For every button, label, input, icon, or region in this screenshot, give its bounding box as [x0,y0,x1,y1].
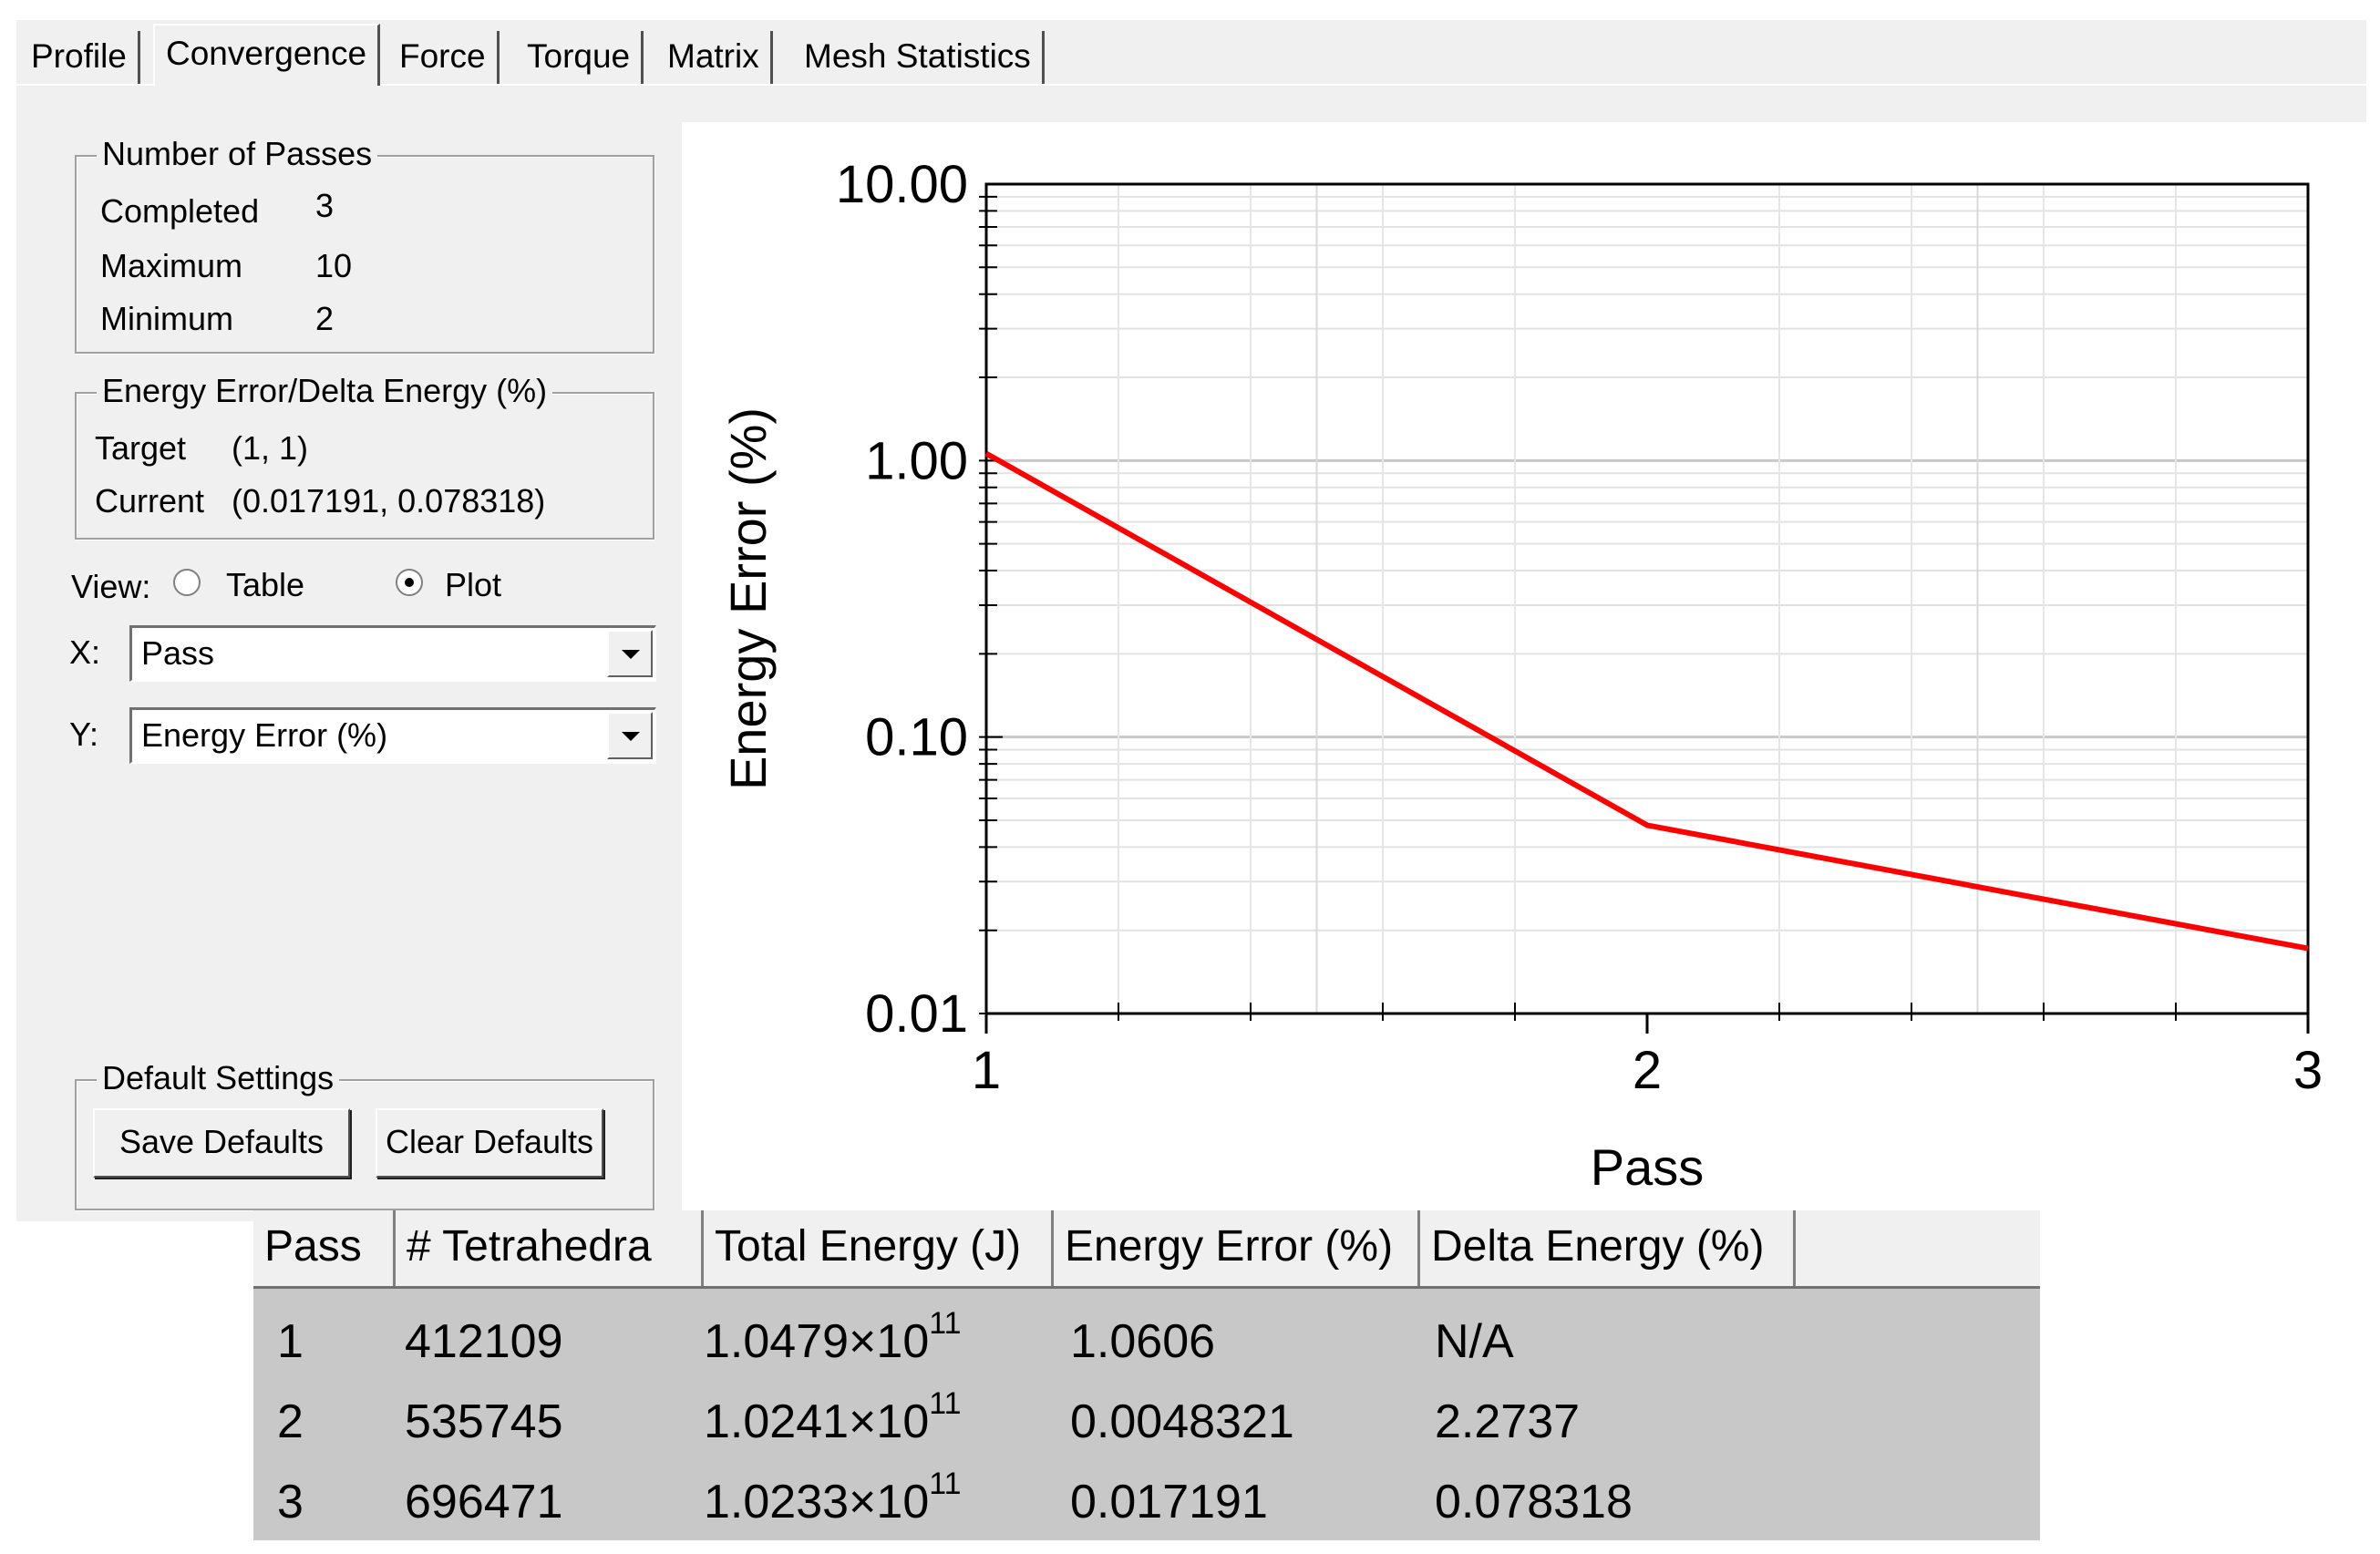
cell-delta-energy: N/A [1435,1315,1514,1368]
x-tick-label: 1 [972,1041,1001,1100]
clear-defaults-button[interactable]: Clear Defaults [376,1108,603,1178]
table-row[interactable]: 3 696471 1.0233×1011 0.017191 0.078318 [253,1462,2040,1542]
x-tick-label: 2 [1633,1041,1662,1100]
group-title: Default Settings [97,1057,340,1099]
tab-profile[interactable]: Profile [20,31,140,84]
radio-plot-label[interactable]: Plot [445,566,502,603]
cell-delta-energy: 0.078318 [1435,1476,1633,1528]
group-title: Energy Error/Delta Energy (%) [97,370,553,412]
radio-table-label[interactable]: Table [226,566,305,603]
column-header-energy-error[interactable]: Energy Error (%) [1054,1210,1420,1286]
results-table: Pass # Tetrahedra Total Energy (J) Energ… [253,1210,2040,1540]
group-title: Number of Passes [97,133,378,175]
x-label: X: [69,633,101,671]
column-header-pass[interactable]: Pass [253,1210,396,1286]
cell-total-energy: 1.0241×1011 [704,1386,962,1448]
plot-area: 1 2 3 0.01 0.10 1.00 10.00 Pass Energy Error (… [682,122,2366,1221]
energy-error-group: Energy Error/Delta Energy (%) Target (1,… [75,370,654,540]
view-label: View: [71,568,151,605]
cell-total-energy: 1.0233×1011 [704,1467,962,1528]
y-axis-title: Energy Error (%) [719,407,777,790]
x-tick-label: 3 [2293,1041,2323,1100]
tab-mesh-statistics[interactable]: Mesh Statistics [793,31,1045,84]
chevron-down-icon[interactable] [607,630,653,677]
table-row[interactable]: 1 412109 1.0479×1011 1.0606 N/A [253,1302,2040,1382]
maximum-value: 10 [315,247,353,284]
cell-pass: 1 [277,1315,304,1368]
x-axis-select-value: Pass [141,634,215,672]
y-axis-select-value: Energy Error (%) [141,716,388,754]
cell-tetrahedra: 696471 [405,1476,563,1528]
y-tick-label: 1.00 [865,431,968,490]
completed-value: 3 [315,187,335,224]
column-header-total-energy[interactable]: Total Energy (J) [704,1210,1054,1286]
table-header: Pass # Tetrahedra Total Energy (J) Energ… [253,1210,2040,1289]
maximum-label: Maximum [100,247,243,284]
y-tick-label: 0.01 [865,984,968,1044]
cell-tetrahedra: 412109 [405,1315,563,1368]
chevron-down-icon[interactable] [607,712,653,759]
minimum-label: Minimum [100,300,234,337]
convergence-chart: 1 2 3 0.01 0.10 1.00 10.00 Pass Energy Error (… [719,155,2323,1196]
convergence-window: Profile Convergence Force Torque Matrix … [16,20,2366,1221]
target-value: (1, 1) [232,429,309,467]
target-label: Target [95,429,187,467]
y-tick-label: 10.00 [836,155,968,214]
number-of-passes-group: Number of Passes Completed 3 Maximum 10 … [75,133,654,354]
x-axis-select[interactable]: Pass [129,625,656,682]
radio-table[interactable] [173,569,201,596]
y-axis-select[interactable]: Energy Error (%) [129,707,656,764]
minimum-value: 2 [315,300,335,337]
cell-energy-error: 0.0048321 [1070,1395,1294,1448]
cell-total-energy: 1.0479×1011 [704,1306,962,1368]
default-settings-group: Default Settings Save Defaults Clear Def… [75,1057,654,1210]
completed-label: Completed [100,192,260,230]
tab-divider [16,84,2366,86]
x-axis-title: Pass [1591,1138,1705,1196]
cell-tetrahedra: 535745 [405,1395,563,1448]
tab-matrix[interactable]: Matrix [656,31,773,84]
tab-force[interactable]: Force [388,31,500,84]
column-header-tetrahedra[interactable]: # Tetrahedra [396,1210,704,1286]
tab-bar: Profile Convergence Force Torque Matrix … [16,20,2366,86]
save-defaults-button[interactable]: Save Defaults [93,1108,350,1178]
cell-pass: 3 [277,1476,304,1528]
energy-error-series-line [984,450,2309,952]
cell-energy-error: 1.0606 [1070,1315,1216,1368]
table-row[interactable]: 2 535745 1.0241×1011 0.0048321 2.2737 [253,1382,2040,1462]
tab-convergence[interactable]: Convergence [153,24,381,86]
column-header-delta-energy[interactable]: Delta Energy (%) [1420,1210,1796,1286]
table-body: 1 412109 1.0479×1011 1.0606 N/A 2 535745… [253,1289,2040,1540]
cell-pass: 2 [277,1395,304,1448]
y-label: Y: [69,715,99,753]
cell-delta-energy: 2.2737 [1435,1395,1581,1448]
current-label: Current [95,482,205,520]
cell-energy-error: 0.017191 [1070,1476,1268,1528]
y-tick-label: 0.10 [865,708,968,767]
current-value: (0.017191, 0.078318) [232,482,546,520]
radio-plot[interactable] [396,569,423,596]
tab-torque[interactable]: Torque [516,31,644,84]
plot-frame [984,182,2310,1015]
